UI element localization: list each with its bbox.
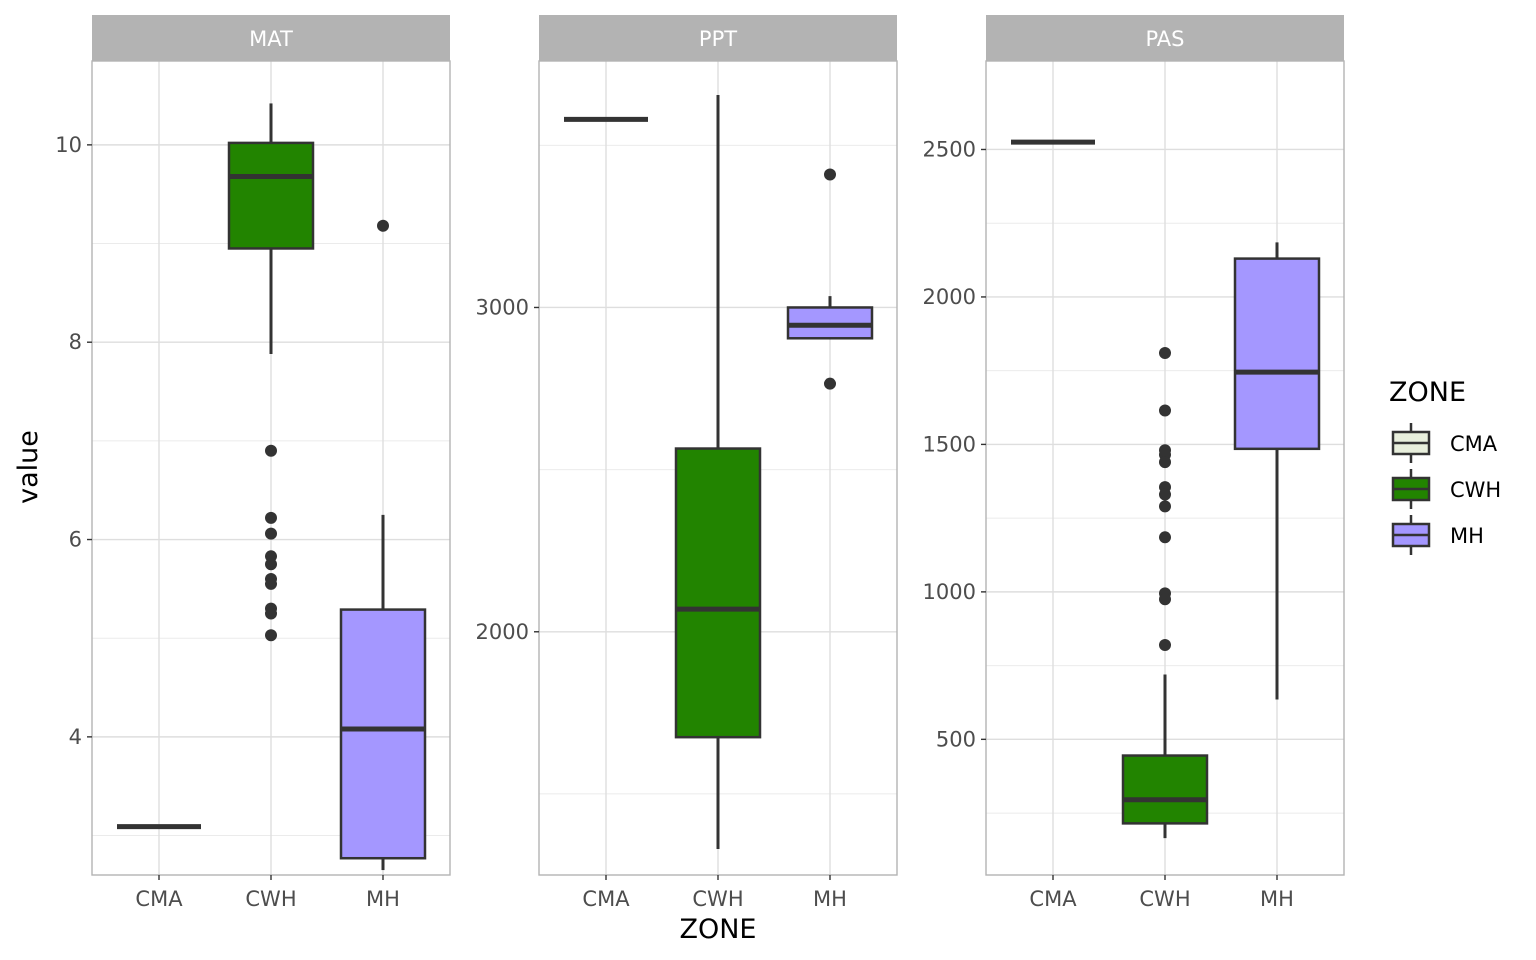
box-mh — [786, 168, 874, 390]
legend-item-mh: MH — [1391, 515, 1484, 555]
y-tick-label: 10 — [55, 133, 82, 157]
legend-label: MH — [1450, 524, 1484, 548]
outlier-point — [824, 168, 836, 181]
outlier-point — [1159, 404, 1171, 417]
box-cwh — [227, 103, 315, 642]
y-tick-label: 1000 — [923, 580, 976, 604]
facet-strip-label: PAS — [1145, 27, 1184, 51]
outlier-point — [1159, 593, 1171, 606]
outlier-point — [824, 377, 836, 390]
box-mh — [1233, 242, 1321, 700]
facet-strip-label: PPT — [699, 27, 737, 51]
x-tick-label: MH — [813, 887, 847, 911]
outlier-point — [265, 444, 277, 457]
outlier-point — [265, 558, 277, 571]
box-body — [1121, 754, 1209, 825]
x-tick-label: CMA — [135, 887, 183, 911]
outlier-point — [1159, 488, 1171, 501]
legend-label: CMA — [1450, 432, 1498, 456]
legend-title: ZONE — [1389, 377, 1466, 408]
x-tick-label: CWH — [245, 887, 296, 911]
y-axis-title: value — [13, 430, 44, 504]
box-cwh — [674, 95, 762, 850]
box-body — [227, 141, 315, 250]
x-tick-label: CWH — [1139, 887, 1190, 911]
y-tick-label: 3000 — [476, 295, 529, 319]
outlier-point — [265, 629, 277, 642]
outlier-point — [265, 607, 277, 620]
box-body — [339, 608, 427, 860]
legend-item-cma: CMA — [1391, 423, 1498, 463]
outlier-point — [265, 577, 277, 590]
y-tick-label: 8 — [69, 330, 82, 354]
y-tick-label: 2000 — [476, 620, 529, 644]
facet-strip — [539, 15, 897, 61]
outlier-point — [1159, 500, 1171, 513]
x-tick-label: CWH — [692, 887, 743, 911]
outlier-point — [1159, 638, 1171, 651]
outlier-point — [265, 511, 277, 524]
facet-strip — [986, 15, 1344, 61]
y-tick-label: 4 — [69, 725, 82, 749]
x-tick-label: MH — [366, 887, 400, 911]
legend: ZONE CMA CWH MH — [1389, 377, 1501, 555]
facet-panels: MAT 4 6 8 10 CMA CWH MH PPT 2000 3000 CMA CWH MH PAS 50… — [55, 15, 1345, 911]
panel-mat: MAT 4 6 8 10 CMA CWH MH — [55, 15, 451, 911]
legend-item-cwh: CWH — [1391, 469, 1501, 509]
x-axis-title: ZONE — [679, 914, 756, 945]
x-tick-label: CMA — [1029, 887, 1077, 911]
outlier-point — [1159, 346, 1171, 359]
y-tick-label: 1500 — [923, 432, 976, 456]
outlier-point — [265, 527, 277, 540]
box-cwh — [1121, 346, 1209, 839]
y-tick-label: 2500 — [923, 137, 976, 161]
x-tick-label: CMA — [582, 887, 630, 911]
y-tick-label: 6 — [69, 528, 82, 552]
panel-ppt: PPT 2000 3000 CMA CWH MH — [476, 15, 898, 911]
y-tick-label: 500 — [936, 727, 976, 751]
box-body — [674, 447, 762, 739]
x-tick-label: MH — [1260, 887, 1294, 911]
box-body — [1233, 257, 1321, 451]
y-tick-label: 2000 — [923, 285, 976, 309]
outlier-point — [377, 219, 389, 232]
outlier-point — [1159, 456, 1171, 469]
panel-pas: PAS 500 1000 1500 2000 2500 CMA CWH MH — [923, 15, 1345, 911]
facet-strip-label: MAT — [249, 27, 293, 51]
facet-strip — [92, 15, 450, 61]
box-mh — [339, 219, 427, 871]
outlier-point — [1159, 531, 1171, 544]
legend-label: CWH — [1450, 478, 1501, 502]
